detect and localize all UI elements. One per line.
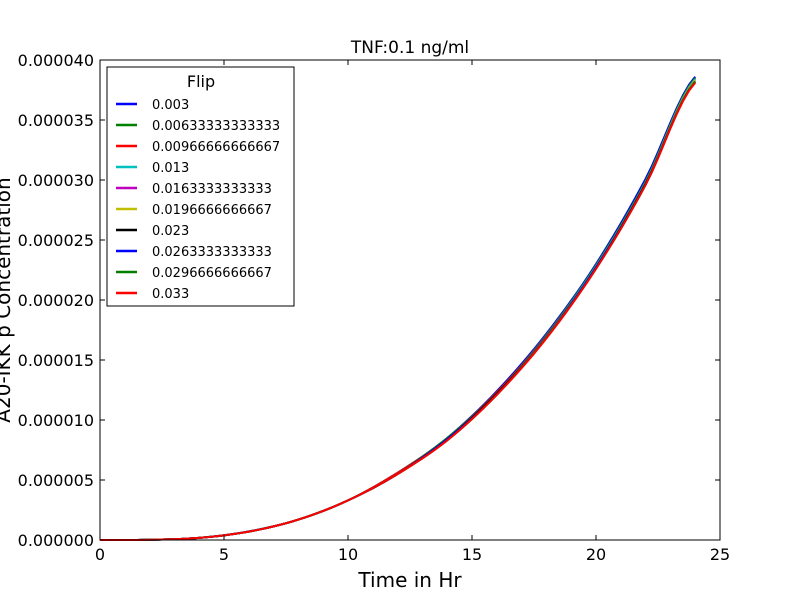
legend-entry-1: 0.003 (152, 98, 189, 113)
y-tick-label: 0.000025 (18, 231, 94, 250)
legend-entry-3: 0.00966666666667 (152, 140, 280, 155)
legend-title: Flip (187, 72, 215, 91)
legend: Flip 0.003 0.00633333333333 0.009666666666… (106, 66, 295, 307)
legend-entry-4: 0.013 (152, 161, 189, 176)
legend-entry-5: 0.0163333333333 (152, 182, 272, 197)
y-tick-label: 0.000005 (18, 471, 94, 490)
x-tick-label: 10 (338, 545, 358, 564)
legend-box (106, 66, 295, 307)
y-axis-label: A20-IKK p Concentration (0, 177, 15, 422)
y-tick-label: 0.000015 (18, 351, 94, 370)
series-layer (99, 76, 696, 541)
legend-entry-10: 0.033 (152, 287, 189, 302)
y-tick-label: 0.000010 (18, 411, 94, 430)
legend-entry-9: 0.0296666666667 (152, 266, 272, 281)
series-line-10 (99, 82, 696, 541)
x-tick-label: 5 (219, 545, 229, 564)
y-tick-label: 0.000040 (18, 51, 94, 70)
legend-entry-2: 0.00633333333333 (152, 119, 280, 134)
x-tick-label: 15 (462, 545, 482, 564)
x-tick-label: 0 (95, 545, 105, 564)
chart-title: TNF:0.1 ng/ml (350, 38, 469, 58)
legend-entry-6: 0.0196666666667 (152, 203, 272, 218)
x-tick-label: 25 (710, 545, 730, 564)
legend-items: 0.003 0.00633333333333 0.00966666666667 0.0… (116, 98, 280, 302)
x-axis: 0 5 10 15 20 25 (95, 60, 730, 564)
x-axis-label: Time in Hr (357, 568, 462, 592)
y-tick-label: 0.000000 (18, 531, 94, 550)
y-tick-label: 0.000035 (18, 111, 94, 130)
legend-entry-8: 0.0263333333333 (152, 245, 272, 260)
y-axis: 0.000000 0.000005 0.000010 0.000015 0.000020… (18, 51, 720, 550)
x-tick-label: 20 (586, 545, 606, 564)
y-tick-label: 0.000030 (18, 171, 94, 190)
legend-entry-7: 0.023 (152, 224, 189, 239)
y-tick-label: 0.000020 (18, 291, 94, 310)
